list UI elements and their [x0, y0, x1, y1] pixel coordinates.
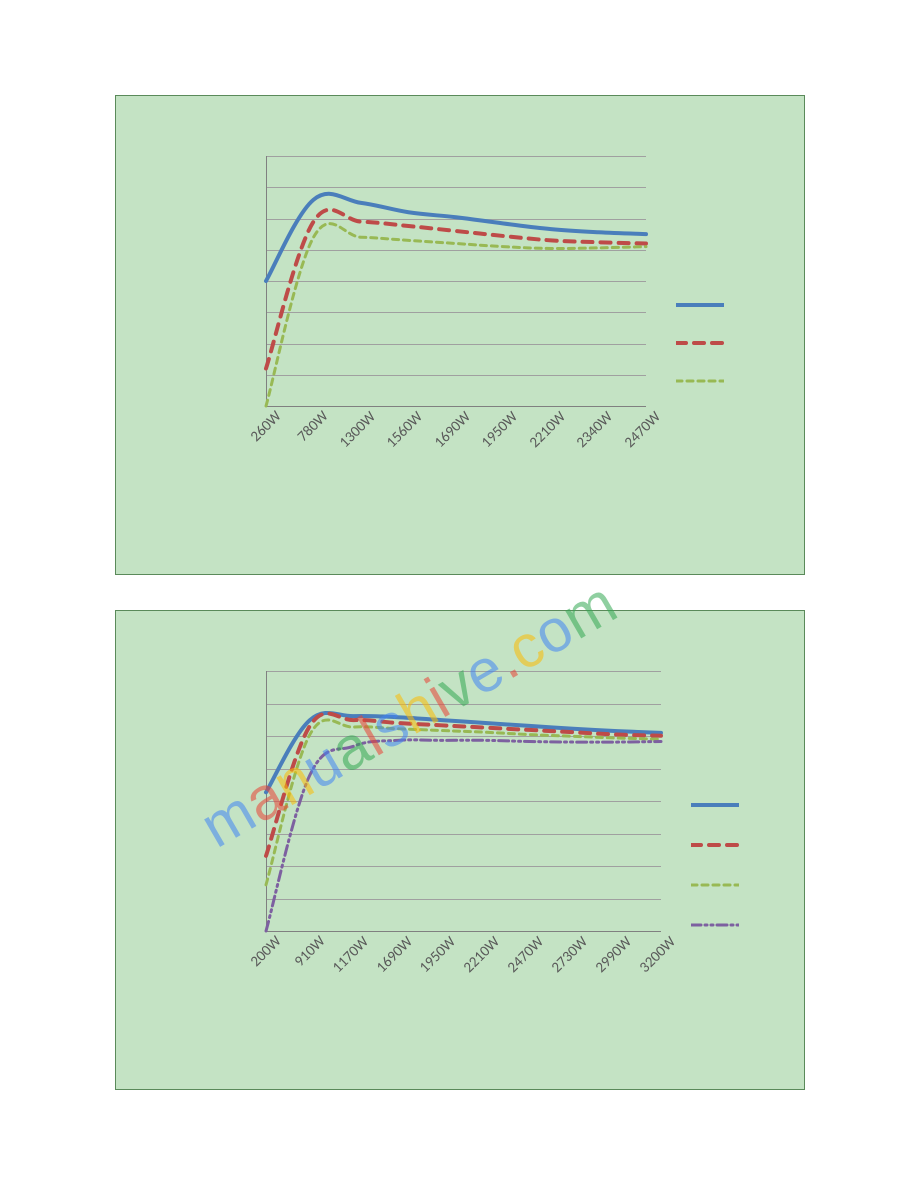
chart-1-series-0	[266, 194, 646, 281]
chart-2-legend-swatch-1	[691, 841, 739, 849]
chart-1-xlabel: 1950W	[478, 408, 522, 452]
chart-1-legend-swatch-1	[676, 339, 724, 347]
chart-2-xlabel: 1950W	[416, 933, 460, 977]
chart-1-series-1	[266, 210, 646, 369]
chart-2-series-1	[266, 713, 661, 855]
chart-2-x-axis	[266, 931, 661, 932]
chart-1-gridline	[266, 375, 646, 376]
chart-1-gridline	[266, 250, 646, 251]
chart-2-gridline	[266, 834, 661, 835]
chart-2-gridline	[266, 866, 661, 867]
chart-2-xlabel: 200W	[247, 933, 285, 971]
chart-2-xlabel: 1170W	[329, 933, 373, 977]
chart-2-legend-swatch-0	[691, 801, 739, 809]
chart-2-legend-swatch-2	[691, 881, 739, 889]
chart-2-series-2	[266, 720, 661, 885]
chart-1-legend-swatch-2	[676, 377, 724, 385]
chart-2-gridline	[266, 671, 661, 672]
chart-2-xlabel: 2990W	[592, 933, 636, 977]
chart-2-xlabel: 2210W	[460, 933, 504, 977]
chart-1-y-axis	[266, 156, 267, 406]
chart-1-gridline	[266, 312, 646, 313]
chart-2-gridline	[266, 899, 661, 900]
chart-2-plot	[266, 671, 661, 931]
chart-2-series-0	[266, 713, 661, 792]
chart-1-gridline	[266, 219, 646, 220]
chart-2-xlabel: 2730W	[548, 933, 592, 977]
chart-1-xlabel: 780W	[294, 408, 332, 446]
chart-1-gridline	[266, 187, 646, 188]
chart-1-xlabel: 260W	[247, 408, 285, 446]
chart-1-xlabel: 1300W	[336, 408, 380, 452]
chart-2-xlabel: 910W	[291, 933, 329, 971]
chart-2-xlabel: 3200W	[636, 933, 680, 977]
chart-1-xlabel: 2470W	[621, 408, 665, 452]
chart-2-xlabel: 2470W	[504, 933, 548, 977]
chart-2-y-axis	[266, 671, 267, 931]
chart-1-gridline	[266, 281, 646, 282]
chart-1-x-axis	[266, 406, 646, 407]
chart-1-gridline	[266, 156, 646, 157]
chart-1-gridline	[266, 344, 646, 345]
chart-2-gridline	[266, 769, 661, 770]
chart-2-legend-swatch-3	[691, 921, 739, 929]
chart-2-gridline	[266, 736, 661, 737]
chart-1-xlabel: 2210W	[526, 408, 570, 452]
chart-2: 200W910W1170W1690W1950W2210W2470W2730W29…	[115, 610, 805, 1090]
chart-2-gridline	[266, 801, 661, 802]
chart-1-legend-swatch-0	[676, 301, 724, 309]
chart-1-plot	[266, 156, 646, 406]
chart-2-xlabel: 1690W	[373, 933, 417, 977]
chart-1-xlabel: 2340W	[573, 408, 617, 452]
chart-1-series-2	[266, 224, 646, 406]
chart-1-xlabel: 1560W	[383, 408, 427, 452]
chart-1-xlabel: 1690W	[431, 408, 475, 452]
chart-1: 260W780W1300W1560W1690W1950W2210W2340W24…	[115, 95, 805, 575]
chart-2-gridline	[266, 704, 661, 705]
